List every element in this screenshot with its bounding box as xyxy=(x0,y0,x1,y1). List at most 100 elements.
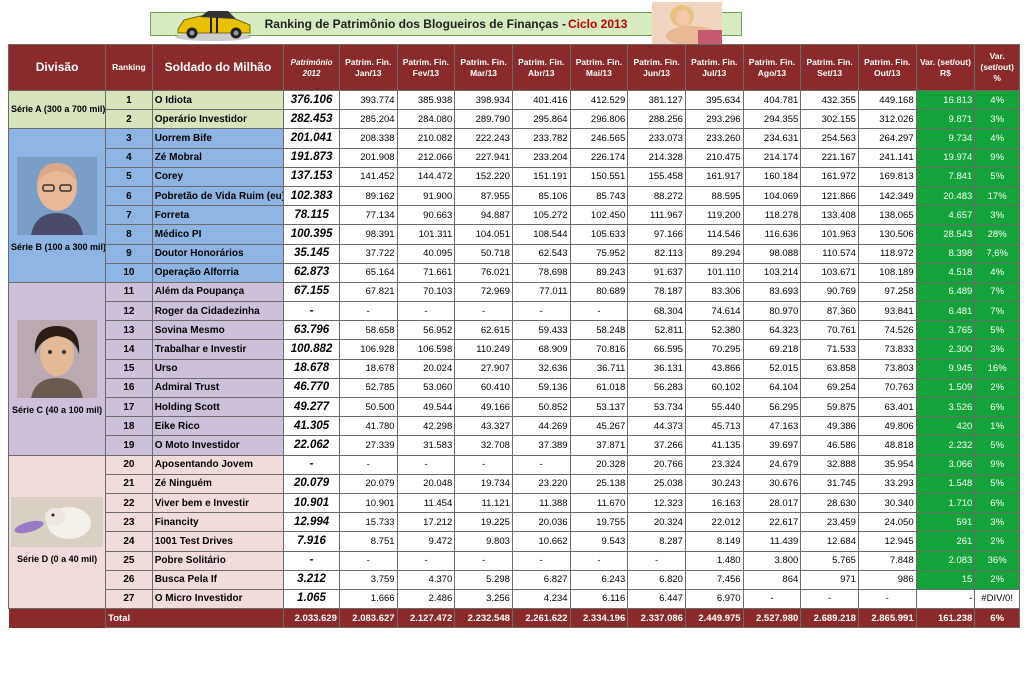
month-value-cell: 214.328 xyxy=(627,147,686,168)
month-value-cell: 986 xyxy=(857,569,917,590)
month-value-cell: 52.015 xyxy=(742,358,802,379)
month-value-cell: - xyxy=(396,454,456,475)
month-value-cell: - xyxy=(454,454,513,475)
month-value-cell: 150.551 xyxy=(569,166,629,187)
division-cell-serie-c: Série C (40 a 100 mil) xyxy=(7,281,107,456)
month-value-cell: 103.671 xyxy=(800,262,859,283)
variation-pct-cell: 5% xyxy=(974,473,1020,494)
month-value-cell: 155.458 xyxy=(627,166,686,187)
month-value-cell: 32.708 xyxy=(454,435,513,456)
table-row: 7 Forreta 78.115 77.134 90.663 94.887 105.272 1… xyxy=(9,205,1020,226)
month-value-cell: 12.323 xyxy=(627,492,686,514)
month-value-cell: 293.296 xyxy=(684,109,744,130)
table-row: 10 Operação Alforria 62.873 65.164 71.661 76.… xyxy=(9,262,1020,283)
month-value-cell: 7.456 xyxy=(684,569,744,590)
month-value-cell: 404.781 xyxy=(742,89,802,111)
month-value-cell: 208.338 xyxy=(338,128,398,149)
table-row: 26 Busca Pela If 3.212 3.759 4.370 5.298 6.827… xyxy=(9,569,1020,590)
month-value-cell: 37.722 xyxy=(338,243,398,264)
month-value-cell: - xyxy=(800,588,859,610)
patrimonio-2012-cell: 282.453 xyxy=(283,109,340,130)
month-value-cell: 8.149 xyxy=(684,531,744,552)
month-value-cell: - xyxy=(627,550,686,571)
month-value-cell: 97.258 xyxy=(857,281,917,303)
month-value-cell: 78.187 xyxy=(627,281,686,303)
month-value-cell: 302.155 xyxy=(800,109,859,130)
month-value-cell: 161.917 xyxy=(684,166,744,187)
month-value-cell: 53.734 xyxy=(627,396,686,418)
month-value-cell: 45.267 xyxy=(569,416,629,437)
month-value-cell: 20.079 xyxy=(338,473,398,494)
month-value-cell: 19.734 xyxy=(454,473,513,494)
blogger-name: 1001 Test Drives xyxy=(151,531,285,552)
month-value-cell: 152.220 xyxy=(454,166,513,187)
month-value-cell: 35.954 xyxy=(857,454,917,475)
month-value-cell: 41.135 xyxy=(684,435,744,456)
month-value-cell: 151.191 xyxy=(511,166,571,187)
month-value-cell: 55.440 xyxy=(684,396,744,418)
month-value-cell: 58.248 xyxy=(569,320,629,341)
table-row: 12 Roger da Cidadezinha - - - - - -68.304 74.614… xyxy=(9,301,1020,322)
blogger-name: Zé Mobral xyxy=(151,147,285,168)
month-value-cell: 212.066 xyxy=(396,147,456,168)
month-value-cell: 9.803 xyxy=(454,531,513,552)
total-patrimonio-2012: 2.033.629 xyxy=(283,608,340,629)
patrimonio-2012-cell: 35.145 xyxy=(283,243,340,264)
month-value-cell: 61.018 xyxy=(569,377,629,399)
month-value-cell: 39.697 xyxy=(742,435,802,456)
month-value-cell: 28.017 xyxy=(742,492,802,514)
month-value-cell: 83.306 xyxy=(684,281,744,303)
table-row: 6 Pobretão de Vida Ruim (eu) 102.383 89.162… xyxy=(9,185,1020,207)
table-row: 18 Eike Rico 41.305 41.780 42.298 43.327 44.26… xyxy=(9,416,1020,437)
variation-pct-cell: #DIV/0! xyxy=(974,588,1020,610)
month-value-cell: 68.304 xyxy=(627,301,686,322)
month-value-cell: 69.218 xyxy=(742,339,802,360)
table-row: 5 Corey 137.153 141.452 144.472 152.220 151.19… xyxy=(9,166,1020,187)
month-value-cell: 130.506 xyxy=(857,224,917,245)
month-value-cell: 161.972 xyxy=(800,166,859,187)
table-row: 13 Sovina Mesmo 63.796 58.658 56.952 62.615 59… xyxy=(9,320,1020,341)
patrimonio-2012-cell: - xyxy=(283,550,340,571)
month-value-cell: 11.121 xyxy=(454,492,513,514)
rank-cell: 13 xyxy=(105,320,153,341)
month-value-cell: 73.833 xyxy=(857,339,917,360)
variation-rs-cell: 28.543 xyxy=(915,224,976,245)
variation-pct-cell: 9% xyxy=(974,454,1020,475)
month-value-cell: 210.082 xyxy=(396,128,456,149)
blogger-name: O Idiota xyxy=(151,89,285,111)
table-row: 9 Doutor Honorários 35.145 37.722 40.095 50.7… xyxy=(9,243,1020,264)
month-value-cell: 47.163 xyxy=(742,416,802,437)
patrimonio-2012-cell: 10.901 xyxy=(283,492,340,514)
month-value-cell: 6.827 xyxy=(511,569,571,590)
variation-pct-cell: 3% xyxy=(974,339,1020,360)
variation-rs-cell: 3.765 xyxy=(915,320,976,341)
month-value-cell: 169.813 xyxy=(857,166,917,187)
variation-rs-cell: 2.083 xyxy=(915,550,976,571)
patrimonio-2012-cell: 62.873 xyxy=(283,262,340,283)
blogger-name: Corey xyxy=(151,166,285,187)
month-value-cell: 114.546 xyxy=(684,224,744,245)
month-value-cell: 23.459 xyxy=(800,512,859,533)
bald-man-photo xyxy=(17,157,98,236)
month-value-cell: 105.633 xyxy=(569,224,629,245)
month-value-cell: 89.294 xyxy=(684,243,744,264)
variation-rs-cell: 6.489 xyxy=(915,281,976,303)
month-value-cell: 56.295 xyxy=(742,396,802,418)
month-value-cell: 108.189 xyxy=(857,262,917,283)
month-value-cell: 60.102 xyxy=(684,377,744,399)
patrimonio-2012-cell: 3.212 xyxy=(283,569,340,590)
month-value-cell: 20.328 xyxy=(569,454,629,475)
month-value-cell: 23.324 xyxy=(684,454,744,475)
month-value-cell: 75.952 xyxy=(569,243,629,264)
month-value-cell: 284.080 xyxy=(396,109,456,130)
variation-pct-cell: 3% xyxy=(974,109,1020,130)
month-value-cell: 85.743 xyxy=(569,185,629,207)
blogger-name: Pobretão de Vida Ruim (eu) xyxy=(151,185,285,207)
variation-pct-cell: 7% xyxy=(974,281,1020,303)
patrimonio-2012-cell: - xyxy=(283,454,340,475)
variation-rs-cell: 1.710 xyxy=(915,492,976,514)
rank-cell: 10 xyxy=(105,262,153,283)
table-row: 19 O Moto Investidor 22.062 27.339 31.583 32.… xyxy=(9,435,1020,456)
header-ago: Patrim. Fin. Ago/13 xyxy=(742,44,802,91)
table-row: 23 Financity 12.994 15.733 17.212 19.225 20.03… xyxy=(9,512,1020,533)
